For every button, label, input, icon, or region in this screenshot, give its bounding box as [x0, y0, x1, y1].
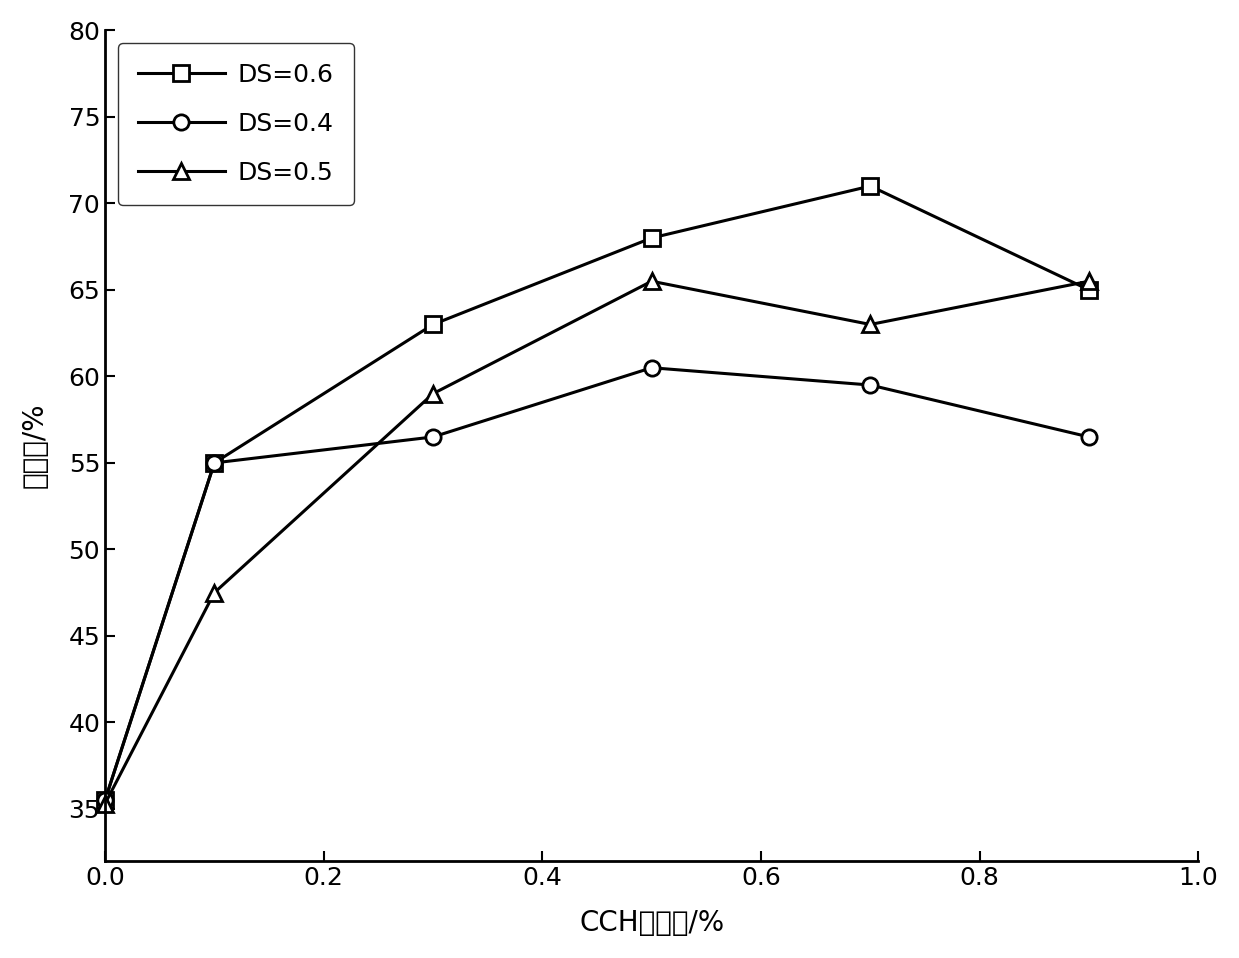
DS=0.5 [98, 798, 113, 810]
DS=0.4 [425, 431, 440, 443]
DS=0.5 [1082, 276, 1097, 287]
DS=0.6 [98, 794, 113, 806]
DS=0.6 [1082, 285, 1097, 296]
DS=0.4 [207, 457, 222, 468]
Legend: DS=0.6, DS=0.4, DS=0.5: DS=0.6, DS=0.4, DS=0.5 [118, 43, 353, 205]
X-axis label: CCH加入量/%: CCH加入量/% [579, 909, 725, 937]
DS=0.6 [207, 457, 222, 468]
DS=0.5 [644, 276, 659, 287]
Y-axis label: 留着率/%: 留着率/% [21, 403, 48, 489]
DS=0.5 [425, 388, 440, 399]
DS=0.6 [425, 319, 440, 331]
DS=0.5 [207, 587, 222, 599]
DS=0.4 [1082, 431, 1097, 443]
DS=0.4 [862, 379, 877, 391]
Line: DS=0.4: DS=0.4 [98, 360, 1097, 808]
Line: DS=0.6: DS=0.6 [98, 178, 1097, 808]
DS=0.4 [644, 362, 659, 374]
DS=0.4 [98, 794, 113, 806]
DS=0.5 [862, 319, 877, 331]
DS=0.6 [862, 180, 877, 192]
Line: DS=0.5: DS=0.5 [98, 274, 1097, 811]
DS=0.6 [644, 232, 659, 243]
